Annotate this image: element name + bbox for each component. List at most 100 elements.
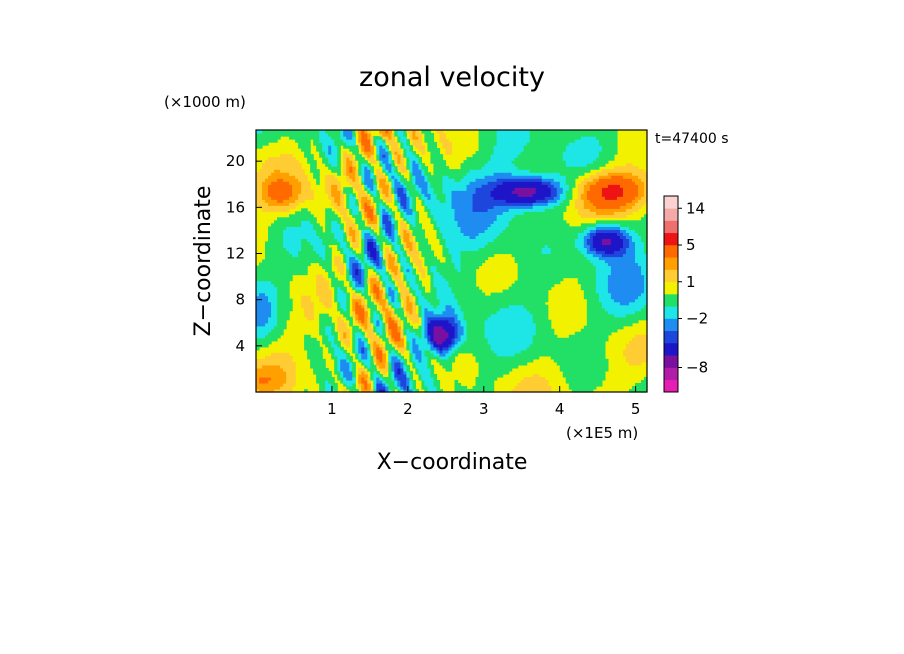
contour-cell bbox=[610, 286, 615, 291]
contour-cell bbox=[628, 310, 633, 315]
contour-cell bbox=[535, 304, 540, 309]
contour-cell bbox=[292, 367, 296, 372]
contour-cell bbox=[433, 298, 438, 303]
contour-cell bbox=[352, 388, 356, 393]
contour-cell bbox=[427, 298, 432, 303]
contour-cell bbox=[490, 373, 495, 378]
contour-cell bbox=[556, 262, 561, 267]
contour-cell bbox=[304, 313, 308, 318]
contour-cell bbox=[274, 388, 278, 393]
contour-cell bbox=[259, 373, 263, 378]
contour-cell bbox=[400, 244, 404, 249]
contour-cell bbox=[397, 238, 401, 243]
contour-cell bbox=[505, 301, 510, 306]
contour-cell bbox=[256, 283, 260, 288]
contour-cell bbox=[412, 355, 417, 360]
contour-cell bbox=[514, 256, 519, 261]
contour-cell bbox=[355, 277, 359, 282]
contour-cell bbox=[556, 349, 561, 354]
contour-cell bbox=[613, 307, 618, 312]
contour-cell bbox=[268, 379, 272, 384]
contour-cell bbox=[364, 250, 368, 255]
contour-cell bbox=[436, 277, 441, 282]
contour-cell bbox=[577, 382, 582, 387]
contour-cell bbox=[388, 346, 392, 351]
contour-cell bbox=[529, 322, 534, 327]
contour-cell bbox=[523, 355, 528, 360]
contour-cell bbox=[604, 268, 609, 273]
contour-cell bbox=[403, 259, 407, 264]
contour-cell bbox=[391, 355, 395, 360]
contour-cell bbox=[535, 298, 540, 303]
contour-cell bbox=[580, 337, 585, 342]
contour-cell bbox=[409, 316, 413, 321]
contour-cell bbox=[475, 352, 480, 357]
contour-cell bbox=[427, 304, 432, 309]
contour-cell bbox=[391, 268, 395, 273]
contour-cell bbox=[385, 235, 389, 240]
contour-cell bbox=[466, 340, 471, 345]
contour-cell bbox=[412, 304, 417, 309]
contour-cell bbox=[502, 355, 507, 360]
contour-cell bbox=[538, 274, 543, 279]
contour-cell bbox=[541, 241, 546, 246]
contour-cell bbox=[322, 388, 326, 393]
contour-cell bbox=[508, 286, 513, 291]
contour-cell bbox=[634, 313, 639, 318]
contour-cell bbox=[256, 364, 260, 369]
contour-cell bbox=[397, 322, 401, 327]
contour-cell bbox=[343, 337, 347, 342]
contour-cell bbox=[478, 244, 483, 249]
contour-cell bbox=[457, 277, 462, 282]
contour-cell bbox=[535, 301, 540, 306]
contour-cell bbox=[412, 274, 417, 279]
contour-cell bbox=[616, 310, 621, 315]
contour-cell bbox=[355, 343, 359, 348]
contour-cell bbox=[433, 376, 438, 381]
contour-cell bbox=[466, 280, 471, 285]
contour-cell bbox=[271, 304, 275, 309]
contour-cell bbox=[472, 277, 477, 282]
contour-cell bbox=[301, 256, 305, 261]
contour-cell bbox=[265, 388, 269, 393]
contour-cell bbox=[604, 328, 609, 333]
contour-cell bbox=[448, 238, 453, 243]
contour-cell bbox=[604, 253, 609, 258]
contour-cell bbox=[448, 244, 453, 249]
contour-cell bbox=[322, 337, 326, 342]
contour-cell bbox=[568, 268, 573, 273]
contour-cell bbox=[637, 313, 642, 318]
contour-cell bbox=[514, 322, 519, 327]
contour-cell bbox=[532, 301, 537, 306]
contour-cell bbox=[346, 313, 350, 318]
contour-cell bbox=[529, 271, 534, 276]
contour-cell bbox=[262, 376, 266, 381]
contour-cell bbox=[397, 352, 401, 357]
contour-cell bbox=[361, 247, 365, 252]
contour-cell bbox=[385, 271, 389, 276]
contour-cell bbox=[460, 313, 465, 318]
contour-cell bbox=[643, 334, 648, 339]
contour-cell bbox=[355, 331, 359, 336]
contour-cell bbox=[367, 238, 371, 243]
contour-cell bbox=[529, 331, 534, 336]
contour-cell bbox=[277, 316, 281, 321]
contour-cell bbox=[451, 355, 456, 360]
contour-cell bbox=[589, 373, 594, 378]
contour-cell bbox=[472, 325, 477, 330]
contour-cell bbox=[373, 298, 377, 303]
contour-cell bbox=[397, 355, 401, 360]
contour-cell bbox=[367, 364, 371, 369]
contour-cell bbox=[403, 382, 407, 387]
contour-cell bbox=[619, 313, 624, 318]
contour-cell bbox=[535, 349, 540, 354]
contour-cell bbox=[292, 238, 296, 243]
contour-cell bbox=[526, 328, 531, 333]
contour-cell bbox=[598, 247, 603, 252]
contour-cell bbox=[571, 343, 576, 348]
contour-cell bbox=[613, 298, 618, 303]
contour-cell bbox=[508, 346, 513, 351]
contour-cell bbox=[571, 358, 576, 363]
contour-cell bbox=[385, 319, 389, 324]
contour-cell bbox=[607, 265, 612, 270]
